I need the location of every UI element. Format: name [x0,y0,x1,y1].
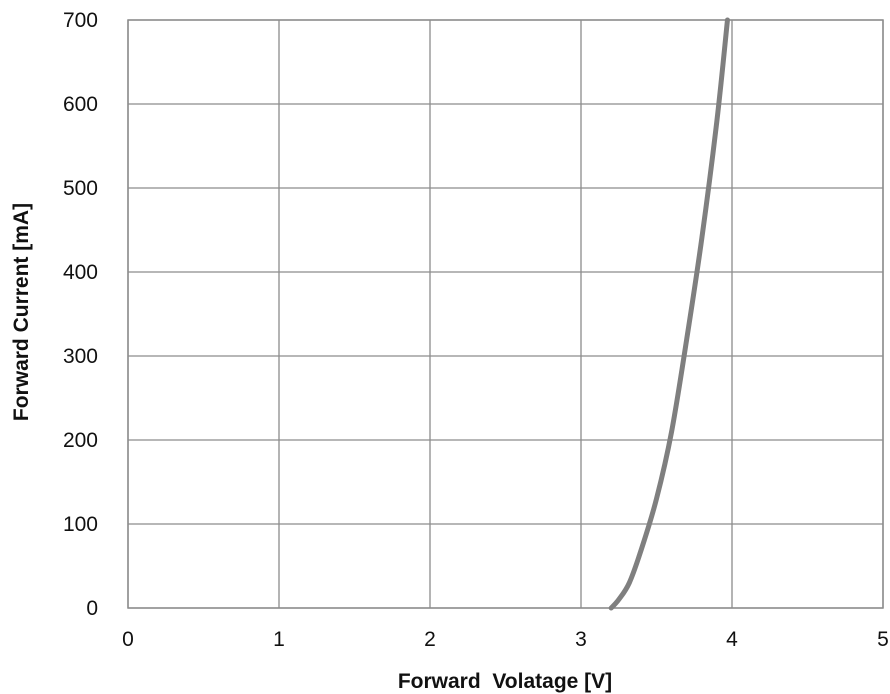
series-line-0 [608,17,730,611]
y-tick-label-3: 300 [63,345,98,368]
grid-lines [127,19,884,609]
x-tick-label-2: 2 [424,628,436,651]
y-tick-labels: 0 100 200 300 400 500 600 700 [63,9,98,620]
series-layer [608,17,730,611]
x-axis-title: Forward Volatage [V] [398,670,612,693]
x-tick-label-4: 4 [726,628,738,651]
plot-border [127,19,884,609]
x-tick-label-1: 1 [273,628,285,651]
y-axis-title: Forward Current [mA] [10,203,33,421]
y-tick-label-0: 0 [86,597,98,620]
x-tick-label-0: 0 [122,628,134,651]
plot-frame [127,19,884,609]
y-tick-label-7: 700 [63,9,98,32]
y-tick-label-2: 200 [63,429,98,452]
y-tick-label-5: 500 [63,177,98,200]
y-tick-label-4: 400 [63,261,98,284]
x-tick-label-3: 3 [575,628,587,651]
x-tick-labels: 0 1 2 3 4 5 [122,628,889,651]
x-tick-label-5: 5 [877,628,889,651]
y-tick-label-6: 600 [63,93,98,116]
y-tick-label-1: 100 [63,513,98,536]
